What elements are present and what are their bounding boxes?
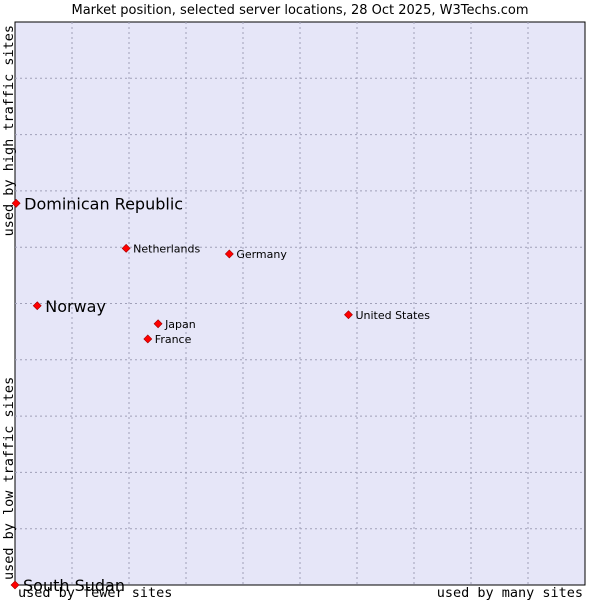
point-norway — [32, 301, 42, 311]
data-points: Dominican Republic Netherlands Germany Norw… — [10, 194, 430, 595]
point-south-sudan — [10, 580, 20, 590]
point-label-united-states: United States — [355, 309, 430, 322]
point-germany — [224, 249, 234, 259]
point-label-japan: Japan — [164, 318, 196, 331]
point-label-france: France — [155, 333, 192, 346]
grid — [15, 22, 585, 585]
point-netherlands — [121, 243, 131, 253]
y-axis-label-bottom: used by low traffic sites — [1, 377, 17, 580]
point-label-dominican-republic: Dominican Republic — [24, 194, 183, 213]
y-axis-label-top: used by high traffic sites — [1, 25, 17, 236]
x-axis-label-left: used by fewer sites — [18, 585, 172, 600]
point-japan — [153, 319, 163, 329]
point-label-norway: Norway — [45, 297, 106, 316]
point-label-netherlands: Netherlands — [133, 242, 200, 255]
chart-title: Market position, selected server locatio… — [71, 3, 528, 18]
point-label-south-sudan: South Sudan — [23, 576, 125, 595]
point-label-germany: Germany — [236, 248, 287, 261]
x-axis-label-right: used by many sites — [437, 585, 583, 600]
point-dominican-republic — [11, 198, 21, 208]
point-france — [143, 334, 153, 344]
point-united-states — [344, 310, 353, 320]
